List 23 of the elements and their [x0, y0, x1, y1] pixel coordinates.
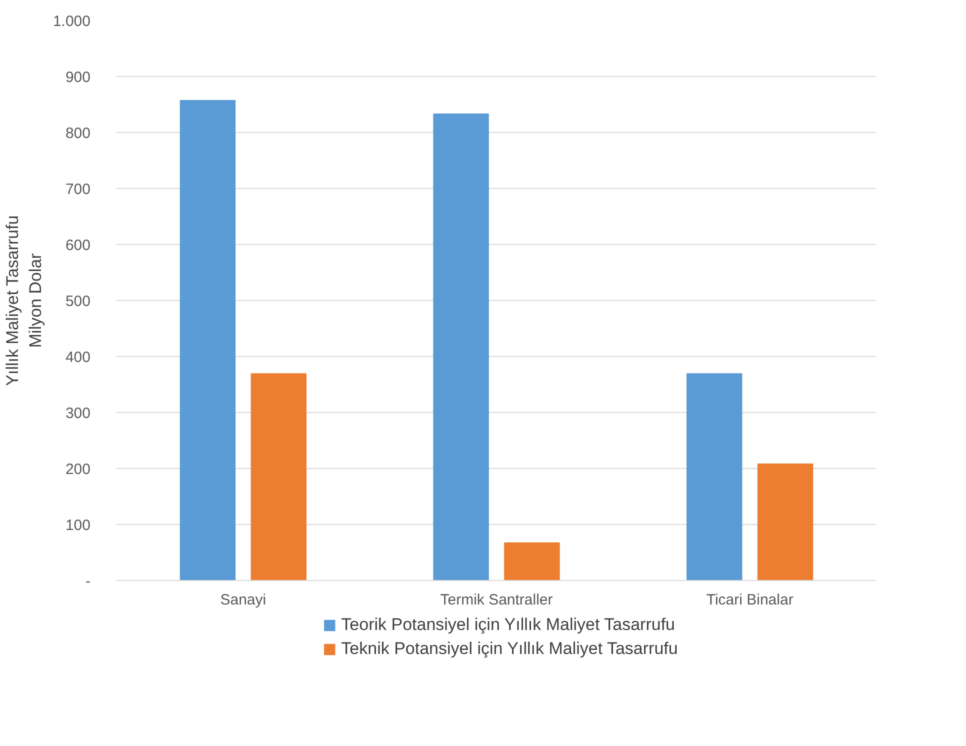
- x-tick-label: Ticari Binalar: [706, 592, 794, 608]
- bar: [504, 542, 560, 580]
- legend-label: Teknik Potansiyel için Yıllık Maliyet Tasarrufu: [341, 639, 678, 659]
- x-tick-label: Termik Santraller: [440, 592, 553, 608]
- y-tick-label: 700: [65, 181, 91, 198]
- x-tick-label: Sanayi: [220, 592, 266, 608]
- y-tick-label: 500: [65, 293, 91, 310]
- legend-label: Teorik Potansiyel için Yıllık Maliyet Tasarrufu: [341, 615, 675, 635]
- bar: [250, 373, 306, 580]
- y-tick-label: 800: [65, 125, 91, 142]
- y-tick-label: 300: [65, 405, 91, 422]
- y-tick-label: 400: [65, 349, 91, 366]
- bar: [686, 373, 742, 580]
- y-tick-label: 900: [65, 69, 91, 86]
- y-tick-label: 200: [65, 461, 91, 478]
- y-tick-label: 100: [65, 517, 91, 534]
- bar: [757, 463, 814, 580]
- y-tick-label: 1.000: [52, 13, 91, 30]
- y-tick-label: 600: [65, 237, 91, 254]
- y-tick-label: -: [86, 573, 91, 590]
- bar: [180, 100, 236, 580]
- bar: [433, 113, 489, 580]
- y-axis-title: Yıllık Maliyet Tasarrufu Milyon Dolar: [3, 215, 45, 386]
